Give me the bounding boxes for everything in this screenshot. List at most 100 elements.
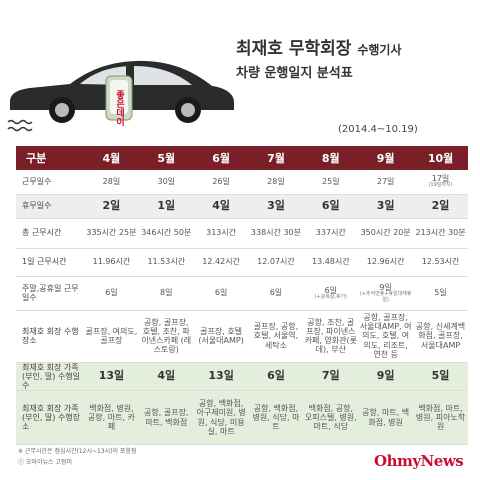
table-cell: 공항, 골프장, 호텔, 조찬, 파이넨스카페 (레스토랑) <box>138 310 194 363</box>
table-row: 근무일수 28일 30일 26일 28일 25일 27일 17일 (19일까지) <box>16 170 468 195</box>
cell-value: 26일 <box>212 177 230 187</box>
cell-value: 337시간 <box>315 228 346 238</box>
cell-value: 13일 <box>208 368 234 382</box>
row-label: 최재호 회장 가족 (부인, 딸) 수행장소 <box>16 390 84 446</box>
table-cell: 13.48시간 <box>303 248 359 277</box>
cell-value: 335시간 25분 <box>86 228 137 238</box>
row-label: 총 근무시간 <box>16 218 84 249</box>
table-header-row: 구분 4월 5월 6월 7월 8월 9월 10월 <box>16 146 468 170</box>
cell-value: 12.96시간 <box>366 257 405 267</box>
table-row: 총 근무시간 335시간 25분 346시간 50분 313시간 338시간 30분 33… <box>16 218 468 249</box>
column-header: 4월 <box>84 146 139 170</box>
table-body: 근무일수 28일 30일 26일 28일 25일 27일 17일 (19일까지) 휴무일수 2일 1일… <box>16 170 468 446</box>
column-header: 7월 <box>248 146 304 170</box>
table-row: 휴무일수 2일 1일 4일 3일 6일 3일 2일 <box>16 194 468 219</box>
table-row: 최재호 회장 수행장소 골프장, 여의도, 골프장 공항, 골프장, 호텔, 조찬,… <box>16 310 468 363</box>
table-cell: 6일 <box>303 194 359 219</box>
table-cell: 6일 <box>248 276 304 311</box>
table-cell: 26일 <box>193 170 249 195</box>
copyright: ⓒ 오마이뉴스 고정미 <box>18 459 72 466</box>
cell-value: 6일 <box>321 198 340 212</box>
table-cell: 350시간 20분 <box>358 218 414 249</box>
subtitle: 차량 운행일지 분석표 <box>236 66 353 81</box>
cell-value: 12.53시간 <box>421 257 460 267</box>
table-row: 1일 근무시간 11.96시간 11.53시간 12.42시간 12.07시간 13.48… <box>16 248 468 277</box>
cell-value: 5일 <box>431 368 450 382</box>
cell-value: 5일 <box>434 288 447 298</box>
table-cell: 공항, 조찬, 골프장, 파이넨스카페, 영화관(롯데), 부산 <box>303 310 359 363</box>
cell-value: 4일 <box>212 198 230 212</box>
cell-value: 백화점, 병원, 공항, 마트, 카페 <box>87 403 135 432</box>
cell-value: 6일 <box>214 288 228 298</box>
table-cell: 9일 (+추석연휴+휴일대체휴일) <box>358 276 414 311</box>
table-cell: 30일 <box>138 170 194 195</box>
row-label: 주말,공휴일 근무일수 <box>16 276 84 311</box>
cell-value: 13.48시간 <box>311 257 350 267</box>
table-cell: 4일 <box>193 194 249 219</box>
cell-value: 11.53시간 <box>147 257 186 267</box>
table-cell: 12.42시간 <box>193 248 249 277</box>
table-cell: 11.53시간 <box>138 248 194 277</box>
main-title: 최재호 무학회장 수행기사 <box>236 34 402 59</box>
infographic-header: 좋은데이 최재호 무학회장 수행기사 차량 운행일지 분석표 (2014.4~1… <box>0 0 480 150</box>
cell-value: 골프장, 호텔 (서울대AMP) <box>198 326 244 345</box>
cell-value: 2일 <box>102 198 121 212</box>
table-cell: 6일 <box>193 276 249 311</box>
cell-value: 4일 <box>157 368 176 382</box>
cell-note: (+광복절,휴가) <box>314 293 348 300</box>
cell-value: 8일 <box>160 288 173 298</box>
table-cell: 공항, 마트, 백화점, 병원 <box>358 390 414 446</box>
table-cell: 11.96시간 <box>84 248 139 277</box>
speed-lines-icon <box>7 119 33 132</box>
table-cell: 백화점, 마트, 병원, 피아노학원 <box>413 390 468 446</box>
table-cell: 13일 <box>84 362 139 392</box>
table-cell: 337시간 <box>303 218 359 249</box>
table-cell: 13일 <box>193 362 249 392</box>
table-cell: 213시간 30분 <box>413 218 468 249</box>
cell-value: 공항, 백화점, 병원, 식당, 마트 <box>252 403 300 432</box>
cell-value: 11.96시간 <box>92 257 131 267</box>
column-header: 8월 <box>303 146 359 170</box>
table-cell: 골프장, 공항, 호텔, 서울역, 세탁소 <box>248 310 304 363</box>
bottle-label: 좋은데이 <box>114 90 124 126</box>
table-row: 주말,공휴일 근무일수 6일 8일 6일 6일 6일 (+광복절,휴가) 9일 (+추석연휴+휴… <box>16 276 468 311</box>
table-cell: 백화점, 공항, 오피스텔, 병원, 마트, 식당 <box>303 390 359 446</box>
table-cell: 7일 <box>303 362 359 392</box>
table-cell: 공항, 백화점, 병원, 식당, 마트 <box>248 390 304 446</box>
table-row: 최재호 회장 가족 (부인, 딸) 수행장소 백화점, 병원, 공항, 마트, 카… <box>16 390 468 446</box>
cell-value: 13일 <box>98 368 125 382</box>
cell-value: 30일 <box>157 177 176 187</box>
table-cell: 12.07시간 <box>248 248 304 277</box>
cell-value: 공항, 골프장, 서울대AMP, 여의도, 호텔, 여의도, 리조트, 연천 등 <box>359 313 412 359</box>
table-cell: 골프장, 호텔 (서울대AMP) <box>193 310 249 363</box>
table-cell: 1일 <box>138 194 194 219</box>
main-title-suffix: 수행기사 <box>357 43 402 57</box>
cell-value: 3일 <box>376 198 395 212</box>
column-header: 9월 <box>358 146 414 170</box>
table-cell: 공항, 골프장, 서울대AMP, 여의도, 호텔, 여의도, 리조트, 연천 등 <box>358 310 414 363</box>
row-label: 휴무일수 <box>16 194 84 219</box>
cell-value: 7일 <box>321 368 340 382</box>
cell-value: 6일 <box>105 288 118 298</box>
row-label: 최재호 회장 가족 (부인, 딸) 수행일수 <box>16 362 84 392</box>
table-cell: 6일 <box>84 276 139 311</box>
cell-value: 공항, 백화점, 아구제미원, 병원, 식당, 미용실, 마트 <box>196 399 246 436</box>
row-label: 최재호 회장 수행장소 <box>16 310 84 363</box>
table-cell: 28일 <box>84 170 139 195</box>
table-cell: 4일 <box>138 362 194 392</box>
table-cell: 335시간 25분 <box>84 218 139 249</box>
cell-value: 골프장, 여의도, 골프장 <box>85 326 138 345</box>
table-row: 최재호 회장 가족 (부인, 딸) 수행일수 13일 4일 13일 6일 7일 9일 5일 <box>16 362 468 392</box>
cell-value: 213시간 30분 <box>415 228 466 238</box>
cell-note: (+추석연휴+휴일대체휴일) <box>359 290 412 303</box>
table-cell: 12.96시간 <box>358 248 414 277</box>
cell-value: 공항, 골프장, 마트, 백화점 <box>144 408 189 427</box>
footnote: ※ 근무시간은 점심시간(12시~13시)이 포함됨 <box>18 448 137 455</box>
cell-value: 9일 <box>379 282 392 292</box>
table-cell: 28일 <box>248 170 304 195</box>
cell-value: 313시간 <box>206 228 237 238</box>
cell-value: 12.42시간 <box>202 257 240 267</box>
cell-value: 3일 <box>267 198 285 212</box>
table-cell: 27일 <box>358 170 414 195</box>
car-illustration <box>10 60 234 123</box>
